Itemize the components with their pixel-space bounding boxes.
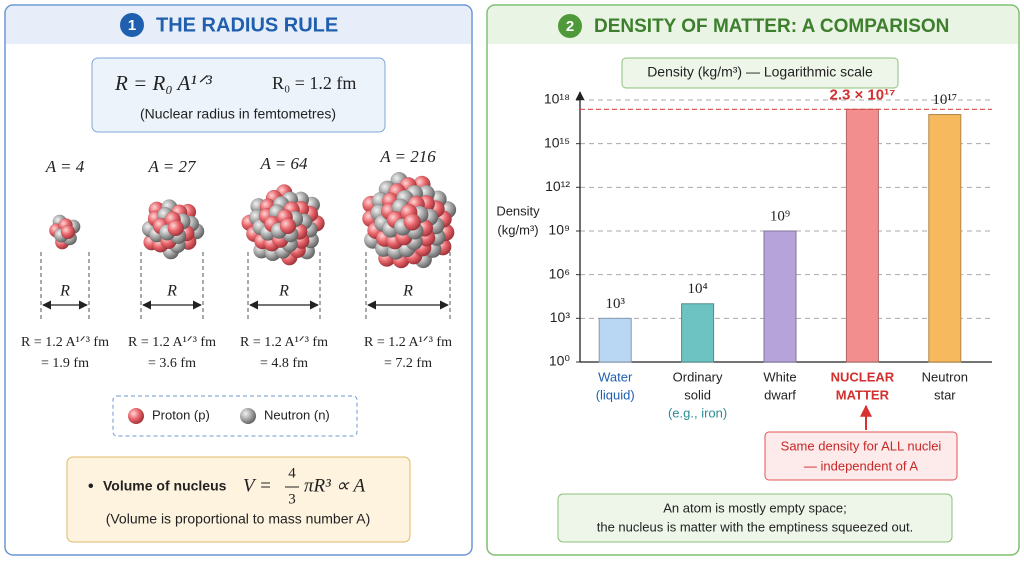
y-tick-label: 10⁶ xyxy=(549,265,570,281)
constant: R₀ = 1.2 fm xyxy=(272,73,356,93)
nucleon xyxy=(279,217,297,235)
bar xyxy=(763,230,797,363)
value-label: 2.3 × 10¹⁷ xyxy=(829,86,895,103)
bar xyxy=(928,114,962,363)
legend-label: Proton (p) xyxy=(152,407,210,422)
y-tick-label: 10⁹ xyxy=(548,222,570,238)
bar xyxy=(845,108,879,363)
chart-title-box xyxy=(621,57,899,89)
radius-result: = 3.6 fm xyxy=(148,356,196,371)
panel-title: THE RADIUS RULE xyxy=(156,14,338,36)
right-panel xyxy=(486,4,1020,556)
legend-neutron xyxy=(240,408,256,424)
radius-formula: R = 1.2 A¹ᐟ³ fm xyxy=(128,335,216,350)
y-tick-label: 10¹² xyxy=(545,178,570,194)
x-tick-label: Neutron xyxy=(922,369,968,384)
x-tick-label: White xyxy=(763,369,796,384)
value-label: 10³ xyxy=(605,296,625,312)
x-tick-label: (e.g., iron) xyxy=(668,405,727,420)
radius-label: R xyxy=(278,283,289,300)
y-axis-label: Density xyxy=(496,203,540,218)
nucleus-label: A = 4 xyxy=(45,157,85,176)
note-box xyxy=(557,493,953,543)
radius-result: = 4.8 fm xyxy=(260,356,308,371)
value-label: 10¹⁷ xyxy=(932,92,957,108)
legend-proton xyxy=(128,408,144,424)
volume-box xyxy=(66,456,411,543)
x-tick-label: (liquid) xyxy=(596,387,635,402)
chart-title: Density (kg/m³) — Logarithmic scale xyxy=(647,64,873,80)
step-number: 1 xyxy=(128,17,136,34)
note: An atom is mostly empty space; xyxy=(663,500,847,515)
nucleus-label: A = 216 xyxy=(379,147,436,166)
formula-note: (Nuclear radius in femtometres) xyxy=(140,106,336,122)
panel-title: DENSITY OF MATTER: A COMPARISON xyxy=(594,16,949,37)
step-badge xyxy=(120,13,144,37)
y-tick-label: 10³ xyxy=(550,309,571,325)
radius-formula: R = 1.2 A¹ᐟ³ fm xyxy=(364,335,452,350)
value-label: 10⁴ xyxy=(687,281,707,297)
radius-label: R xyxy=(166,283,177,300)
legend-box xyxy=(112,395,358,437)
fraction-denominator: 3 xyxy=(288,491,296,507)
x-tick-label: Water xyxy=(598,369,633,384)
nucleon xyxy=(167,219,184,237)
y-axis-label: (kg/m³) xyxy=(497,222,538,237)
y-tick-label: 10¹⁸ xyxy=(544,91,570,107)
y-tick-label: 10⁰ xyxy=(549,353,571,369)
bar xyxy=(681,303,715,363)
volume-note: (Volume is proportional to mass number A… xyxy=(106,511,371,527)
x-tick-label: NUCLEAR xyxy=(831,369,895,384)
legend-label: Neutron (n) xyxy=(264,407,330,422)
x-tick-label: MATTER xyxy=(836,387,890,402)
value-label: 10⁹ xyxy=(770,208,790,224)
radius-label: R xyxy=(59,283,70,300)
annotation: Same density for ALL nuclei xyxy=(781,438,942,453)
x-tick-label: Ordinary xyxy=(673,369,723,384)
step-badge xyxy=(558,14,582,38)
x-tick-label: solid xyxy=(684,387,711,402)
annotation-box xyxy=(764,431,958,481)
radius-formula: R = 1.2 A¹ᐟ³ fm xyxy=(21,335,109,350)
volume-rhs: πR³ ∝ A xyxy=(304,475,366,496)
step-number: 2 xyxy=(566,18,574,35)
nucleon xyxy=(403,213,421,231)
x-tick-label: star xyxy=(934,387,956,402)
note: the nucleus is matter with the emptiness… xyxy=(597,519,914,534)
volume-lhs: V = xyxy=(243,475,272,496)
radius-result: = 1.9 fm xyxy=(41,356,89,371)
left-header xyxy=(6,6,471,44)
x-tick-label: dwarf xyxy=(764,387,796,402)
annotation: — independent of A xyxy=(804,458,919,473)
formula: R = R₀ A¹ᐟ³ xyxy=(114,71,213,95)
formula-box xyxy=(91,57,386,133)
nucleon xyxy=(60,224,76,240)
radius-result: = 7.2 fm xyxy=(384,356,432,371)
y-tick-label: 10¹⁵ xyxy=(544,134,570,150)
fraction-numerator: 4 xyxy=(288,465,296,481)
radius-formula: R = 1.2 A¹ᐟ³ fm xyxy=(240,335,328,350)
bar xyxy=(598,317,632,363)
nucleus-label: A = 27 xyxy=(147,157,197,176)
nucleus-label: A = 64 xyxy=(259,154,308,173)
radius-label: R xyxy=(402,283,413,300)
volume-label: Volume of nucleus xyxy=(103,478,227,494)
bullet: • xyxy=(88,478,94,495)
right-header xyxy=(488,6,1018,44)
